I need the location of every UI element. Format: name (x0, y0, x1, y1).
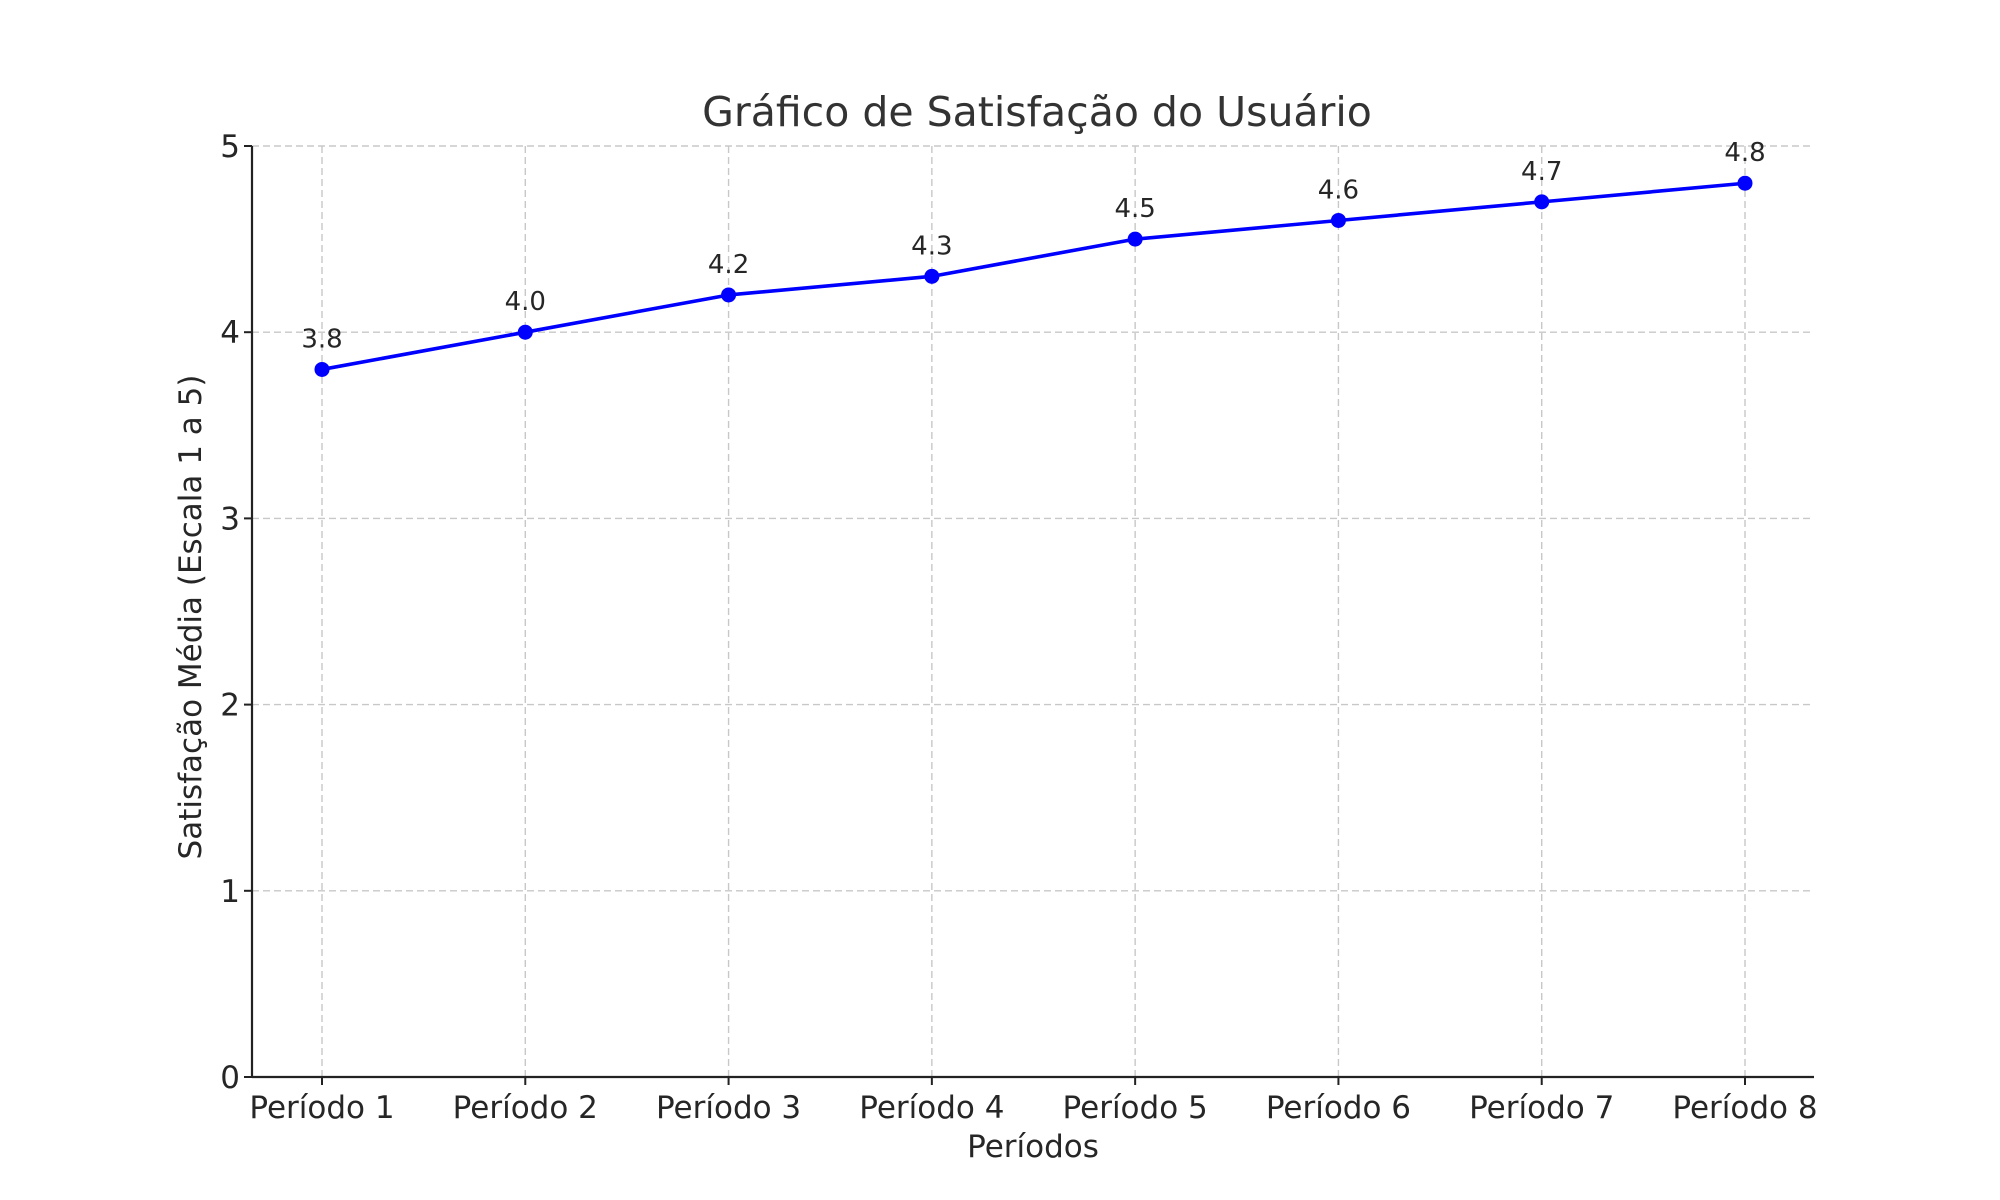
data-label: 4.8 (1724, 138, 1765, 168)
series (314, 175, 1753, 377)
data-label: 3.8 (301, 324, 342, 354)
y-tick-label: 5 (220, 129, 240, 165)
series-line (321, 181, 1746, 372)
x-tick-label: Período 5 (1063, 1090, 1208, 1126)
y-tick-label: 0 (220, 1060, 240, 1096)
data-label: 4.2 (708, 250, 749, 280)
x-tick-label: Período 2 (453, 1090, 598, 1126)
data-label: 4.6 (1318, 175, 1359, 205)
data-label: 4.5 (1114, 194, 1155, 224)
chart-title: Gráfico de Satisfação do Usuário (702, 88, 1372, 136)
ticks: 0 1 2 3 4 5 Período 1 Período 2 Período 3 Período… (220, 129, 1817, 1126)
x-tick-label: Período 1 (249, 1090, 394, 1126)
data-point (1127, 231, 1143, 247)
x-tick-label: Período 7 (1469, 1090, 1614, 1126)
y-tick-label: 4 (220, 315, 240, 351)
x-tick-label: Período 8 (1672, 1090, 1817, 1126)
y-axis-label: Satisfação Média (Escala 1 a 5) (173, 375, 209, 860)
data-label: 4.7 (1521, 157, 1562, 187)
data-label: 4.3 (911, 231, 952, 261)
x-tick-label: Período 6 (1266, 1090, 1411, 1126)
data-point (314, 361, 330, 377)
data-labels: 3.8 4.0 4.2 4.3 4.5 4.6 4.7 4.8 (301, 138, 1765, 354)
data-point (1534, 194, 1550, 210)
y-tick-label: 3 (220, 501, 240, 537)
x-tick-label: Período 4 (859, 1090, 1004, 1126)
data-point (924, 268, 940, 284)
data-point (517, 324, 533, 340)
data-point (1330, 212, 1346, 228)
data-point (1737, 175, 1753, 191)
data-point (721, 287, 737, 303)
y-tick-label: 1 (220, 874, 240, 910)
x-axis-label: Períodos (967, 1129, 1099, 1165)
axes (250, 146, 1814, 1079)
data-label: 4.0 (505, 287, 546, 317)
x-tick-label: Período 3 (656, 1090, 801, 1126)
grid (252, 145, 1814, 1078)
y-tick-label: 2 (220, 688, 240, 724)
